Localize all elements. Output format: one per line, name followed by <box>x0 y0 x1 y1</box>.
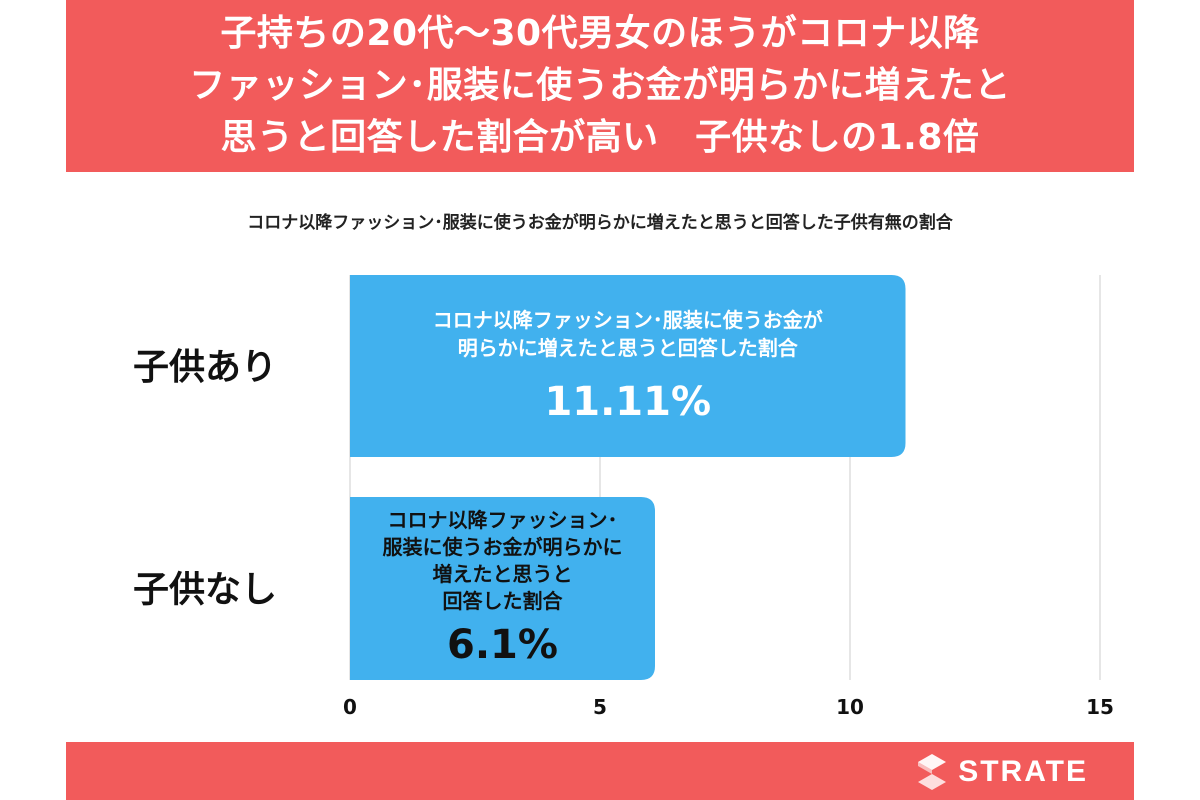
data-label: 6.1% <box>447 622 558 668</box>
bar-caption: 服装に使うお金が明らかに <box>383 535 623 559</box>
bar-chart: 子供ありコロナ以降ファッション･服装に使うお金が明らかに増えたと思うと回答した割… <box>133 275 1114 719</box>
data-label: 11.11% <box>544 379 711 425</box>
category-label: 子供あり <box>133 347 277 388</box>
headline-line: 思うと回答した割合が高い 子供なしの1.8倍 <box>220 117 980 158</box>
category-label: 子供なし <box>133 570 277 611</box>
tick-label: 0 <box>343 695 357 719</box>
bar-caption: 回答した割合 <box>443 589 564 613</box>
headline-banner: 子持ちの20代〜30代男女のほうがコロナ以降 ファッション･服装に使うお金が明ら… <box>66 0 1134 172</box>
chart-title: コロナ以降ファッション･服装に使うお金が明らかに増えたと思うと回答した子供有無の… <box>247 213 953 233</box>
brand-name: STRATE <box>958 755 1088 788</box>
tick-label: 10 <box>836 695 864 719</box>
headline-line: 子持ちの20代〜30代男女のほうがコロナ以降 <box>220 13 980 54</box>
tick-label: 5 <box>593 695 607 719</box>
strate-logo: STRATE <box>912 752 1088 792</box>
headline-line: ファッション･服装に使うお金が明らかに増えたと <box>189 65 1011 106</box>
footer-banner: STRATE <box>66 742 1134 800</box>
bar-caption: 増えたと思うと <box>433 562 573 586</box>
bar-caption: 明らかに増えたと思うと回答した割合 <box>458 336 799 360</box>
bar <box>350 497 655 680</box>
strate-logo-icon <box>918 754 947 790</box>
bar <box>350 275 906 457</box>
bar-caption: コロナ以降ファッション･ <box>388 508 618 532</box>
bar-caption: コロナ以降ファッション･服装に使うお金が <box>433 308 823 332</box>
tick-label: 15 <box>1086 695 1114 719</box>
